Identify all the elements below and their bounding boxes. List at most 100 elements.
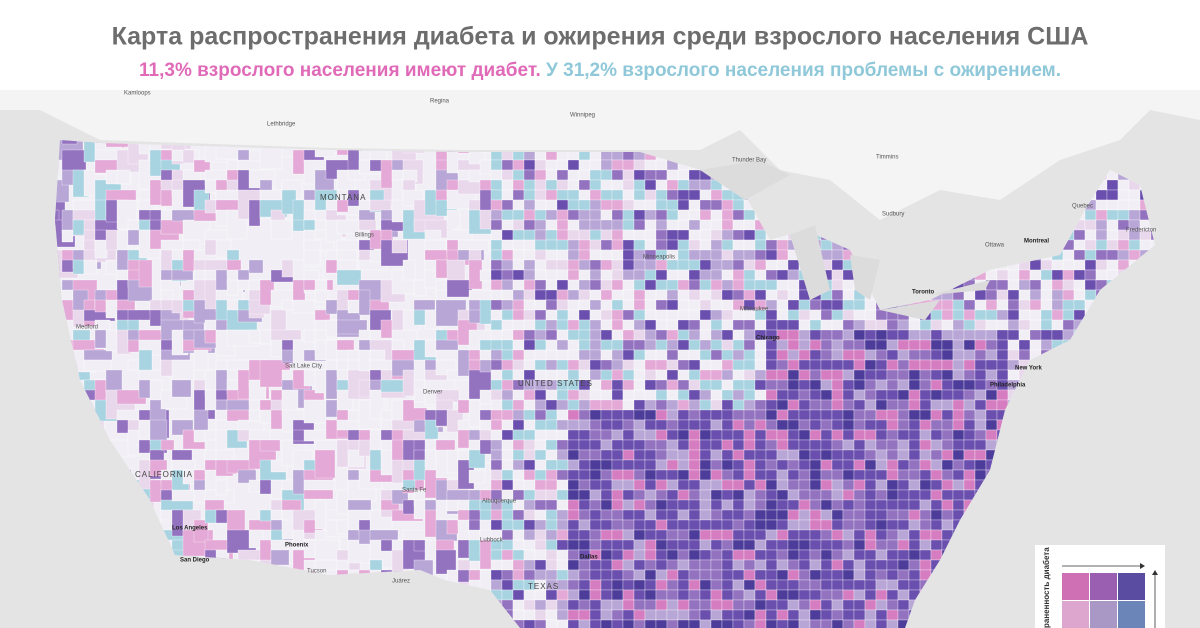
county [556,259,569,271]
county [765,439,778,451]
county [1007,329,1020,341]
county [622,249,635,261]
county [600,519,613,531]
county [578,209,591,221]
subtitle-diabetes: 11,3% взрослого населения имеют диабет. [139,60,541,81]
county [743,439,756,451]
county [776,239,789,251]
county [688,449,701,461]
county [633,319,646,331]
county [732,369,745,381]
county [809,609,822,621]
county [567,549,580,561]
county [490,439,503,451]
county [919,559,932,571]
county [721,619,734,628]
county [611,469,624,481]
county [886,439,899,451]
county [611,189,624,201]
county [622,449,635,461]
county [952,339,965,351]
county [644,579,657,591]
county [1084,279,1097,291]
county [732,349,745,361]
county [545,169,558,181]
county [721,359,734,371]
county [798,609,811,621]
county [633,309,646,321]
county [765,599,778,611]
county [1117,209,1130,221]
county [490,279,503,291]
county [787,349,800,361]
county [600,559,613,571]
county [1095,269,1108,281]
county [666,489,679,501]
county [655,159,668,171]
title: Карта распространения диабета и ожирения… [112,23,1089,51]
county [710,229,723,241]
county [556,429,569,441]
county [798,329,811,341]
county [534,479,547,491]
county [633,419,646,431]
county [809,519,822,531]
county [534,489,547,501]
county [1117,199,1130,211]
county [567,519,580,531]
county [578,489,591,501]
county [523,589,536,601]
county [842,519,855,531]
county [688,379,701,391]
county [754,239,767,251]
county [556,479,569,491]
county [765,499,778,511]
county [677,199,690,211]
county [875,539,888,551]
county [523,559,536,571]
county [776,249,789,261]
county [886,589,899,601]
county [556,389,569,401]
county [842,499,855,511]
county [798,389,811,401]
county [853,349,866,361]
county [853,569,866,581]
county [897,339,910,351]
county [754,279,767,291]
county [589,199,602,211]
county [501,309,514,321]
county [600,619,613,628]
county [578,269,591,281]
county [567,229,580,241]
county [468,449,486,469]
county [710,189,723,201]
county [897,469,910,481]
county [600,509,613,521]
county [1018,309,1031,321]
county [501,199,514,211]
county [864,429,877,441]
county [600,539,613,551]
county [600,429,613,441]
county [798,579,811,591]
county [787,609,800,621]
county [1106,229,1119,241]
county [776,489,789,501]
county [644,409,657,421]
county [831,599,844,611]
county [831,279,844,291]
county [820,429,833,441]
county [699,259,712,271]
county [886,319,899,331]
county [864,349,877,361]
county [743,419,756,431]
county [809,349,822,361]
county [886,569,899,581]
county [897,349,910,361]
county [644,369,657,381]
county [600,329,613,341]
county [721,379,734,391]
county [490,389,503,401]
county [776,549,789,561]
